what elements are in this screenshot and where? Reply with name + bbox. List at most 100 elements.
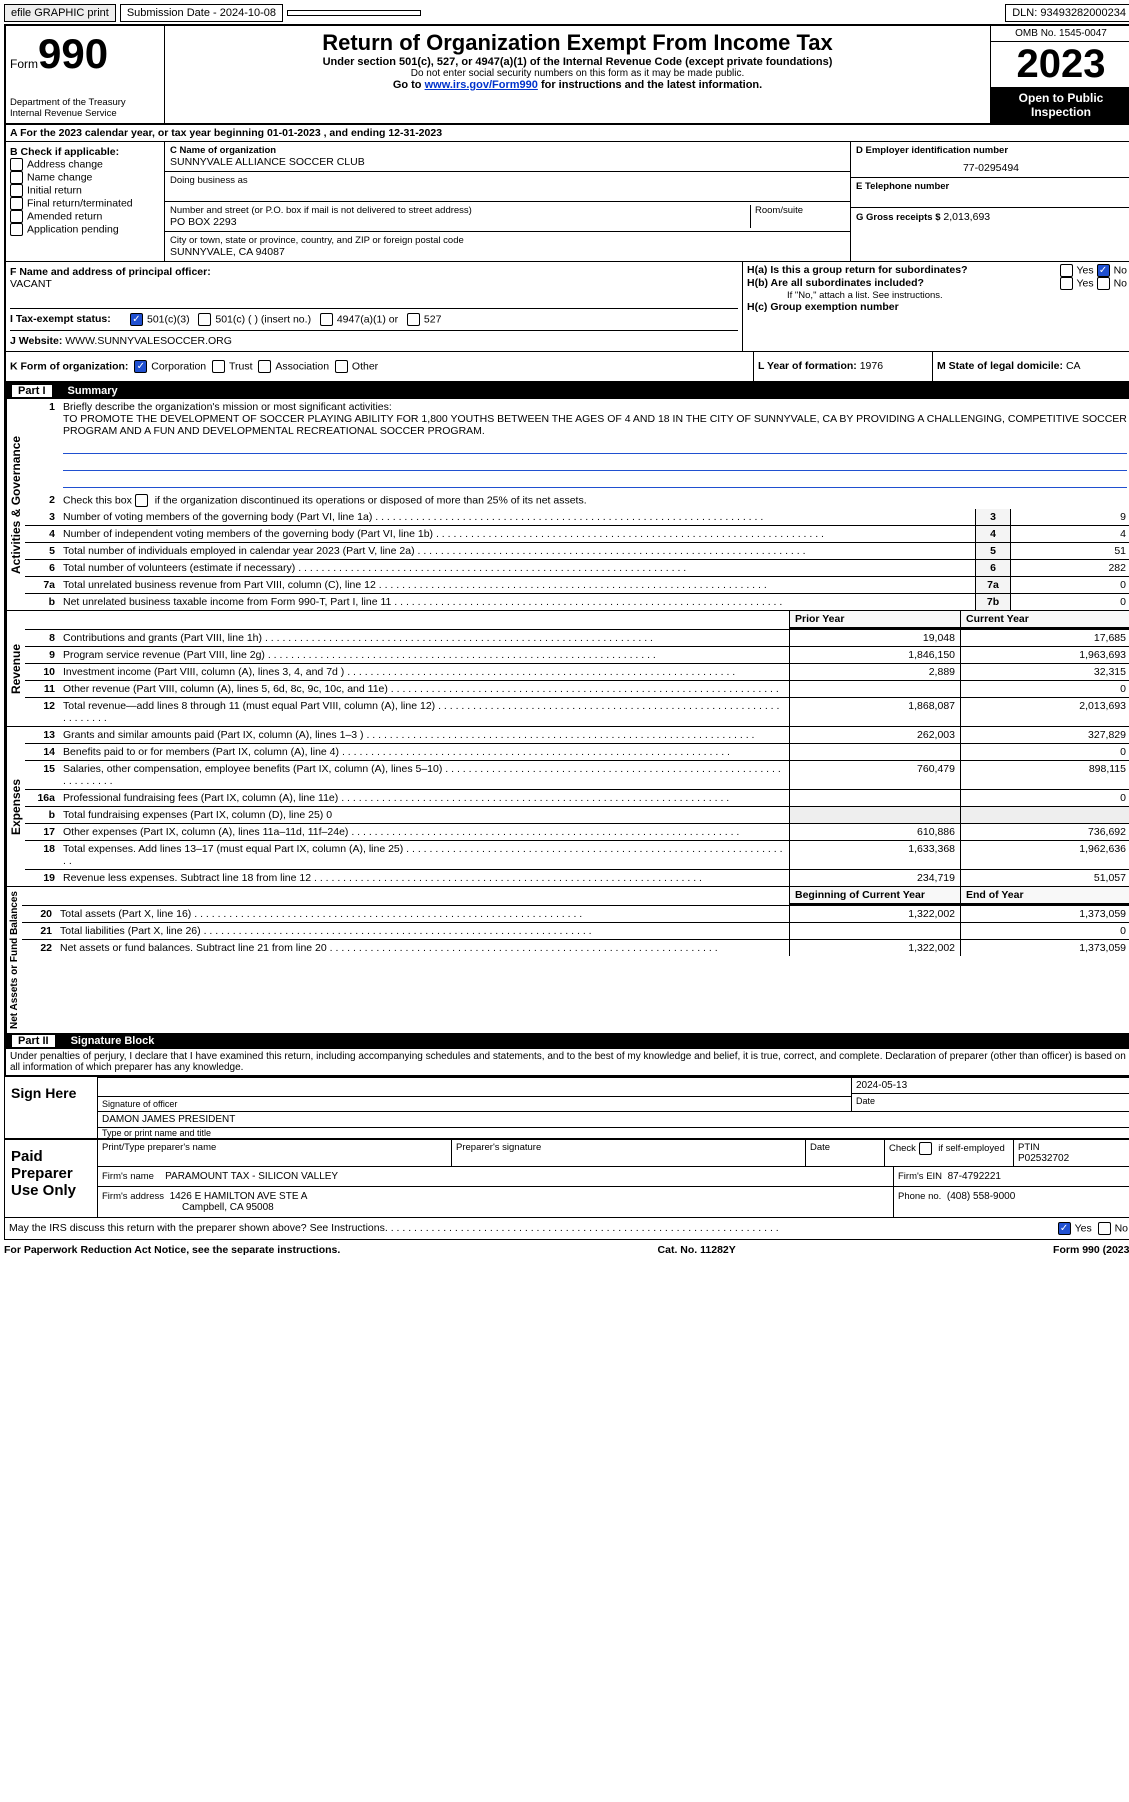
form-number: 990: [38, 30, 108, 77]
box-f-label: F Name and address of principal officer:: [10, 266, 738, 278]
ein-label: D Employer identification number: [856, 145, 1126, 156]
firm-addr2: Campbell, CA 95008: [102, 1202, 274, 1213]
form-title: Return of Organization Exempt From Incom…: [169, 30, 986, 56]
cb-527[interactable]: [407, 313, 420, 326]
footer-right: Form 990 (2023): [1053, 1244, 1129, 1256]
box-c: C Name of organization SUNNYVALE ALLIANC…: [165, 142, 850, 261]
rev-vlabel: Revenue: [6, 611, 25, 726]
dept-treasury: Department of the Treasury: [10, 97, 160, 108]
gov-vlabel: Activities & Governance: [6, 399, 25, 610]
firm-ein: 87-4792221: [948, 1171, 1001, 1182]
efile-badge[interactable]: efile GRAPHIC print: [4, 4, 116, 22]
prep-sig-label: Preparer's signature: [456, 1142, 801, 1153]
cb-discuss-yes[interactable]: ✓: [1058, 1222, 1071, 1235]
name-label: C Name of organization: [170, 145, 845, 156]
firm-addr1: 1426 E HAMILTON AVE STE A: [170, 1191, 308, 1202]
sig-line[interactable]: [98, 1077, 851, 1097]
sign-date: 2024-05-13: [852, 1077, 1129, 1094]
firm-name: PARAMOUNT TAX - SILICON VALLEY: [165, 1171, 338, 1182]
ptin-value: P02532702: [1018, 1153, 1128, 1164]
cb-amended-return[interactable]: [10, 210, 23, 223]
gross-label: G Gross receipts $: [856, 212, 940, 223]
part2-bar: Part II Signature Block: [6, 1033, 1129, 1049]
cb-final-return[interactable]: [10, 197, 23, 210]
val-line7b: 0: [1010, 594, 1129, 610]
expenses-section: Expenses 13Grants and similar amounts pa…: [6, 727, 1129, 887]
cb-4947[interactable]: [320, 313, 333, 326]
prep-name-label: Print/Type preparer's name: [102, 1142, 447, 1153]
cb-trust[interactable]: [212, 360, 225, 373]
officer-sig-name: DAMON JAMES PRESIDENT: [98, 1111, 1129, 1128]
cb-initial-return[interactable]: [10, 184, 23, 197]
officer-name: VACANT: [10, 278, 738, 290]
footer: For Paperwork Reduction Act Notice, see …: [4, 1244, 1129, 1256]
topbar: efile GRAPHIC print Submission Date - 20…: [4, 4, 1129, 22]
website-link[interactable]: WWW.SUNNYVALESOCCER.ORG: [65, 335, 232, 347]
beg-year-hdr: Beginning of Current Year: [789, 887, 960, 905]
part2-label: Part II: [12, 1035, 55, 1047]
state-domicile: CA: [1066, 360, 1081, 372]
discuss-text: May the IRS discuss this return with the…: [9, 1222, 388, 1234]
cb-discuss-no[interactable]: [1098, 1222, 1111, 1235]
net-vlabel: Net Assets or Fund Balances: [6, 887, 22, 1033]
box-k-label: K Form of organization:: [10, 360, 128, 372]
part1-title: Summary: [68, 385, 118, 397]
cb-hb-no[interactable]: [1097, 277, 1110, 290]
sign-here-label: Sign Here: [5, 1077, 98, 1138]
netassets-section: Net Assets or Fund Balances Beginning of…: [6, 887, 1129, 1033]
mission-blank-3: [63, 473, 1127, 488]
cb-other[interactable]: [335, 360, 348, 373]
cb-hb-yes[interactable]: [1060, 277, 1073, 290]
hb-note: If "No," attach a list. See instructions…: [747, 290, 1127, 301]
addr-label: Number and street (or P.O. box if mail i…: [170, 205, 750, 216]
cb-corp[interactable]: ✓: [134, 360, 147, 373]
sig-label: Signature of officer: [98, 1097, 851, 1111]
part2-title: Signature Block: [71, 1035, 155, 1047]
firm-label: Firm's name: [102, 1171, 154, 1182]
irs-link[interactable]: www.irs.gov/Form990: [425, 79, 538, 91]
header-right: OMB No. 1545-0047 2023 Open to Public In…: [991, 26, 1129, 123]
mission-blank-1: [63, 439, 1127, 454]
part1-label: Part I: [12, 385, 52, 397]
firm-phone: (408) 558-9000: [947, 1191, 1015, 1202]
mission-text: TO PROMOTE THE DEVELOPMENT OF SOCCER PLA…: [63, 413, 1127, 437]
spacer1: [287, 10, 421, 16]
val-line5: 51: [1010, 543, 1129, 559]
current-year-hdr: Current Year: [960, 611, 1129, 629]
form-subtitle: Under section 501(c), 527, or 4947(a)(1)…: [169, 56, 986, 68]
cb-ha-yes[interactable]: [1060, 264, 1073, 277]
box-i-label: I Tax-exempt status:: [10, 313, 130, 326]
paid-preparer-label: Paid Preparer Use Only: [5, 1140, 98, 1217]
cb-name-change[interactable]: [10, 171, 23, 184]
box-l-label: L Year of formation:: [758, 360, 857, 372]
paid-preparer-block: Paid Preparer Use Only Print/Type prepar…: [4, 1139, 1129, 1218]
dba-label: Doing business as: [170, 175, 845, 186]
cb-application-pending[interactable]: [10, 223, 23, 236]
firm-addr-label: Firm's address: [102, 1191, 164, 1202]
tel-label: E Telephone number: [856, 181, 1126, 192]
org-name: SUNNYVALE ALLIANCE SOCCER CLUB: [170, 156, 845, 168]
bcdeg-block: B Check if applicable: Address change Na…: [6, 142, 1129, 262]
cb-address-change[interactable]: [10, 158, 23, 171]
row-a: A For the 2023 calendar year, or tax yea…: [6, 125, 1129, 142]
form-container: Form990 Department of the Treasury Inter…: [4, 24, 1129, 1077]
box-m-label: M State of legal domicile:: [937, 360, 1063, 372]
cb-self-employed[interactable]: [919, 1142, 932, 1155]
city-label: City or town, state or province, country…: [170, 235, 845, 246]
mission-blank-2: [63, 456, 1127, 471]
cb-ha-no[interactable]: ✓: [1097, 264, 1110, 277]
box-de: D Employer identification number 77-0295…: [850, 142, 1129, 261]
prior-year-hdr: Prior Year: [789, 611, 960, 629]
cb-501c[interactable]: [198, 313, 211, 326]
hb-label: H(b) Are all subordinates included?: [747, 277, 924, 289]
exp-vlabel: Expenses: [6, 727, 25, 886]
box-b: B Check if applicable: Address change Na…: [6, 142, 165, 261]
year-formation: 1976: [860, 360, 883, 372]
hc-label: H(c) Group exemption number: [747, 301, 1127, 313]
cb-discontinued[interactable]: [135, 494, 148, 507]
header-row: Form990 Department of the Treasury Inter…: [6, 26, 1129, 125]
cb-501c3[interactable]: ✓: [130, 313, 143, 326]
discuss-row: May the IRS discuss this return with the…: [4, 1218, 1129, 1240]
perjury-text: Under penalties of perjury, I declare th…: [6, 1049, 1129, 1075]
cb-assoc[interactable]: [258, 360, 271, 373]
